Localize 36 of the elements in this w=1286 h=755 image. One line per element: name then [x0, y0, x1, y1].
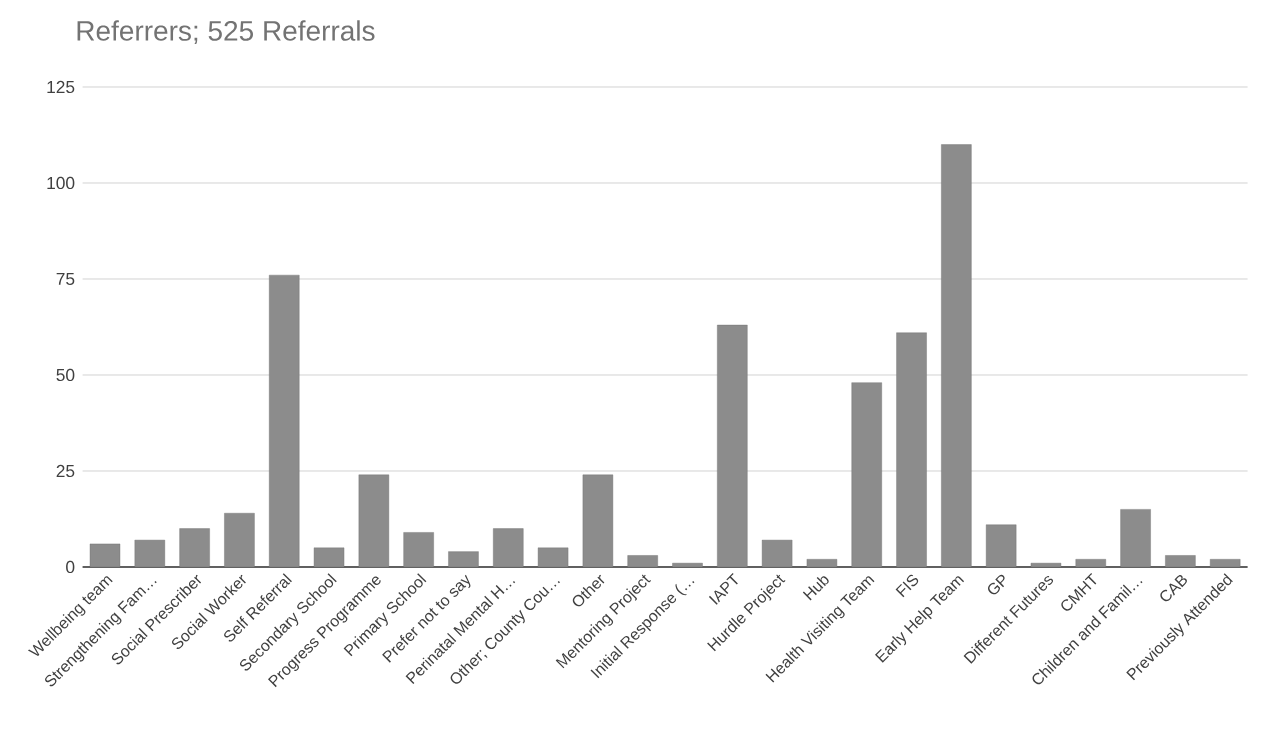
x-tick-label: FIS	[895, 574, 919, 598]
x-tick-label: GP	[988, 574, 1005, 595]
bar	[1209, 559, 1241, 568]
y-tick-label: 25	[56, 464, 75, 478]
bar	[134, 539, 166, 568]
bar	[1075, 559, 1106, 568]
y-tick-label: 75	[56, 272, 75, 286]
bar	[89, 543, 121, 568]
x-tick-label: Hub	[802, 576, 829, 601]
y-tick-label: 50	[56, 368, 75, 382]
bar	[672, 562, 703, 568]
bar	[313, 547, 345, 568]
bar	[761, 539, 793, 568]
bar	[806, 559, 838, 568]
bar	[717, 324, 748, 568]
bar	[985, 524, 1017, 568]
bar	[537, 547, 569, 568]
bar	[627, 555, 658, 568]
bar	[851, 382, 882, 568]
y-tick-label: 0	[66, 560, 75, 574]
bar	[179, 528, 210, 568]
bar	[403, 532, 434, 568]
bar	[1165, 555, 1196, 568]
bar	[493, 528, 524, 568]
bar	[1030, 562, 1062, 568]
bar	[269, 274, 300, 568]
bar	[1120, 509, 1151, 568]
y-tick-label: 100	[47, 176, 75, 190]
bar	[358, 474, 390, 568]
bar	[941, 144, 972, 568]
bar	[224, 513, 255, 568]
bar	[582, 474, 614, 568]
bar	[896, 332, 927, 568]
bar	[448, 551, 479, 568]
y-tick-label: 125	[47, 80, 75, 94]
chart-title: Referrers; 525 Referrals	[77, 20, 375, 45]
